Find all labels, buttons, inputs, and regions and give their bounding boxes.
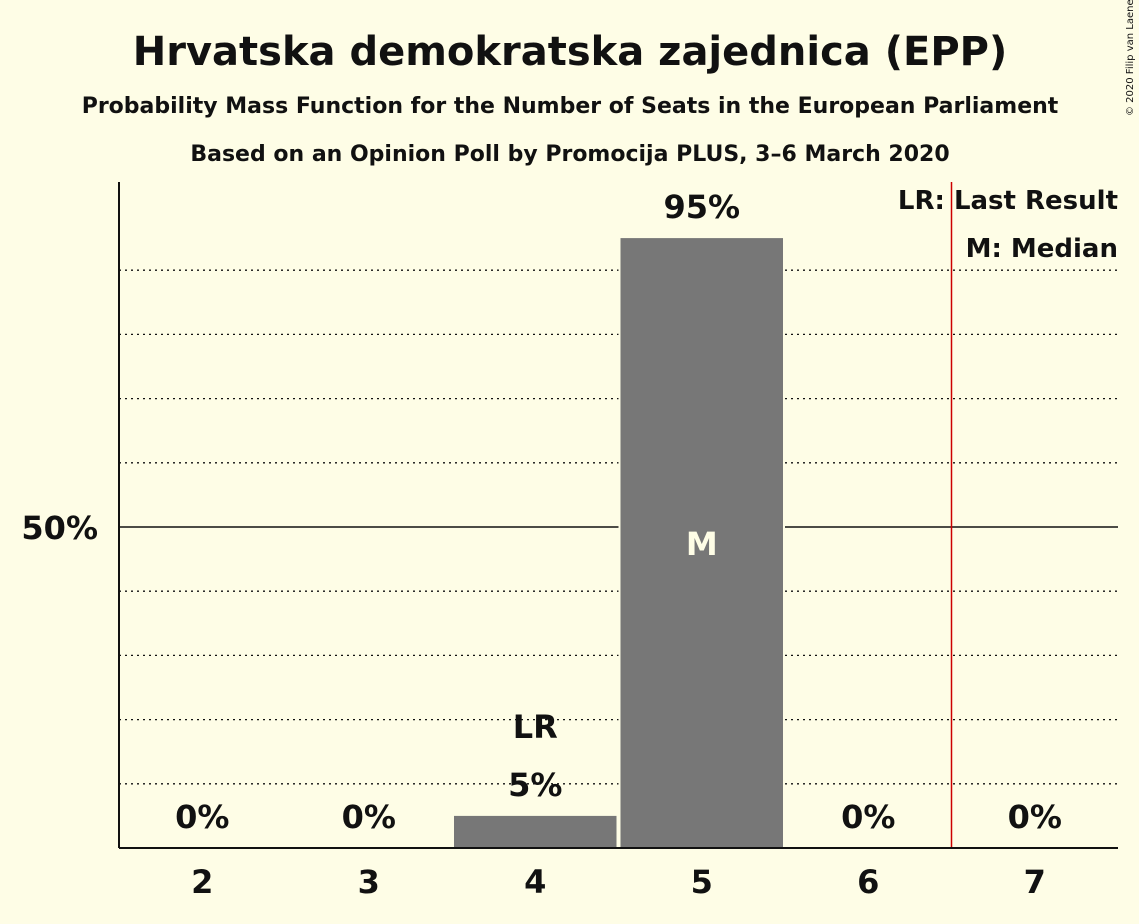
value-label-seat-5: 95% [663, 188, 740, 226]
labels: 0% 2 0% 3 5% 4 LR 95% 5 M 0% 6 0% 7 50% [21, 188, 1062, 901]
copyright-notice: © 2020 Filip van Laenen [1125, 0, 1136, 116]
chart-title: Hrvatska demokratska zajednica (EPP) [133, 29, 1008, 75]
x-tick-label-5: 5 [691, 863, 713, 901]
x-tick-label-3: 3 [358, 863, 380, 901]
value-label-seat-7: 0% [1008, 798, 1062, 836]
median-marker: M [686, 525, 718, 563]
x-tick-label-2: 2 [191, 863, 213, 901]
value-label-seat-3: 0% [342, 798, 396, 836]
bar-seat-4 [454, 815, 617, 848]
legend-median: M: Median [966, 234, 1118, 264]
last-result-marker: LR [513, 708, 558, 746]
chart-subtitle: Probability Mass Function for the Number… [82, 94, 1059, 119]
y-tick-label-50: 50% [21, 509, 98, 547]
value-label-seat-2: 0% [175, 798, 229, 836]
bars [452, 236, 785, 849]
axes [118, 182, 1118, 849]
chart-subtitle-poll: Based on an Opinion Poll by Promocija PL… [190, 142, 949, 167]
x-tick-label-7: 7 [1024, 863, 1046, 901]
value-label-seat-4: 5% [508, 766, 562, 804]
x-tick-label-4: 4 [524, 863, 546, 901]
x-tick-label-6: 6 [857, 863, 879, 901]
legend-last-result: LR: Last Result [898, 186, 1118, 216]
bar-seat-5 [620, 238, 783, 849]
value-label-seat-6: 0% [841, 798, 895, 836]
